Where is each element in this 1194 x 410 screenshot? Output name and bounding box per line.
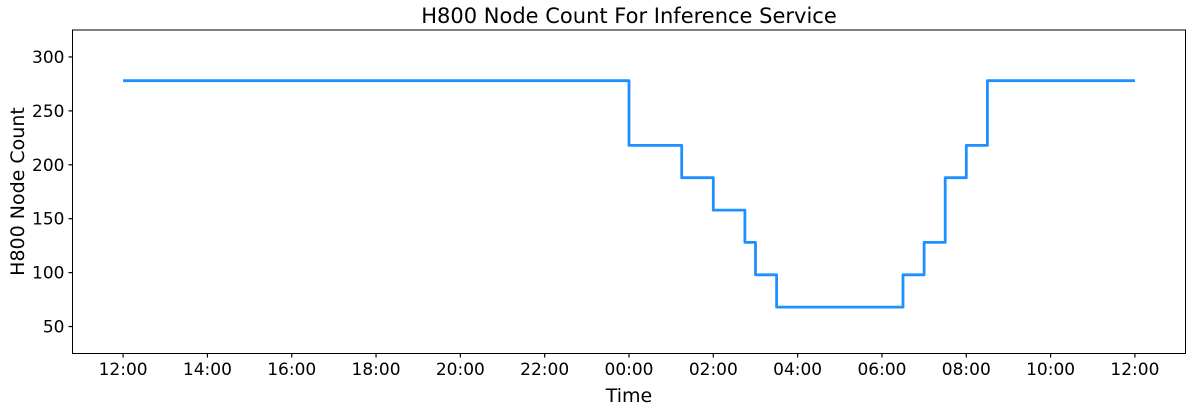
- x-tick-label: 12:00: [99, 360, 148, 380]
- y-tick-label: 100: [32, 264, 64, 284]
- y-tick-label: 200: [32, 156, 64, 176]
- node-count-step-line: [123, 79, 1135, 309]
- x-tick-label: 00:00: [605, 360, 654, 380]
- plot-layer: 12:00 14:00 16:00 18:00 20:00 22:00 00:00 02:00…: [32, 29, 1187, 380]
- x-tick-label: 04:00: [773, 360, 822, 380]
- x-tick-label: 10:00: [1026, 360, 1075, 380]
- x-tick-label: 08:00: [942, 360, 991, 380]
- x-axis-label: Time: [605, 385, 653, 407]
- y-tick-label: 150: [32, 210, 64, 230]
- x-tick-label: 16:00: [267, 360, 316, 380]
- plot-border: [71, 29, 1187, 355]
- x-tick-label: 06:00: [857, 360, 906, 380]
- x-tick-label: 12:00: [1110, 360, 1159, 380]
- x-tick-label: 22:00: [520, 360, 569, 380]
- y-axis-label: H800 Node Count: [7, 107, 29, 276]
- x-tick-label: 14:00: [183, 360, 232, 380]
- x-tick-label: 18:00: [352, 360, 401, 380]
- chart-title: H800 Node Count For Inference Service: [421, 4, 837, 28]
- x-tick-label: 02:00: [689, 360, 738, 380]
- y-tick-label: 300: [32, 48, 64, 68]
- x-tick-label: 20:00: [436, 360, 485, 380]
- y-tick-label: 250: [32, 102, 64, 122]
- y-tick-label: 50: [43, 318, 65, 338]
